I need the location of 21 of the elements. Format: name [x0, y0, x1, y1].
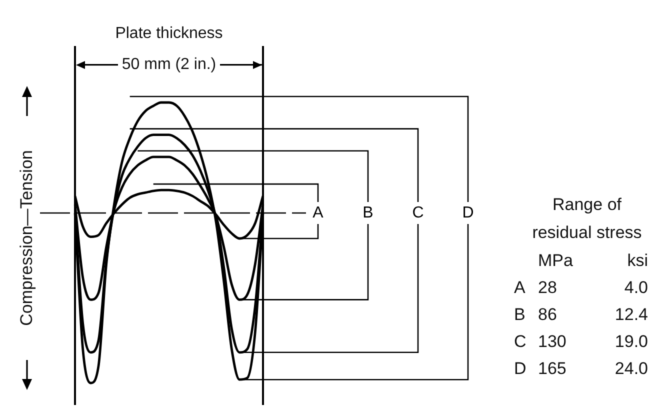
text: 130 [538, 331, 568, 353]
text: A [312, 204, 324, 222]
text: 4.0 [623, 277, 648, 299]
text: 19.0 [614, 331, 648, 353]
text: MPa [538, 250, 574, 272]
text: 86 [538, 304, 558, 326]
text: 50 mm (2 in.) [120, 56, 218, 74]
text: 28 [538, 277, 558, 299]
chart-title: Plate thickness [114, 25, 224, 43]
text: D [462, 204, 474, 222]
text: B [514, 304, 526, 326]
text: A [514, 277, 526, 299]
text: 12.4 [614, 304, 648, 326]
text: C [412, 204, 424, 222]
text: 24.0 [614, 358, 648, 380]
text: C [514, 331, 528, 353]
y-axis-title: Compression—Tension [17, 150, 37, 326]
text: 165 [538, 358, 568, 380]
text: B [362, 204, 374, 222]
text: D [514, 358, 528, 380]
text: ksi [626, 250, 648, 272]
